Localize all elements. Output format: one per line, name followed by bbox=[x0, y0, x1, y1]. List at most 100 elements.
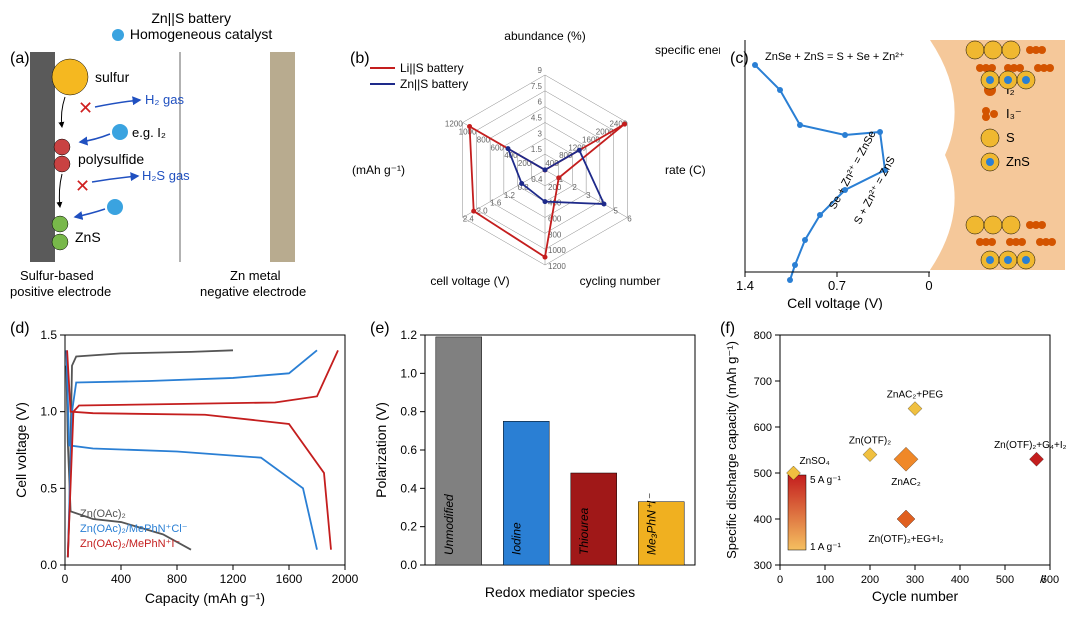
panel-c-label: (c) bbox=[730, 50, 749, 68]
svg-text:specific energy (Wh kg_s⁻¹): specific energy (Wh kg_s⁻¹) bbox=[655, 43, 720, 57]
h2s-text: H₂S gas bbox=[142, 168, 190, 183]
svg-text:2000: 2000 bbox=[332, 572, 359, 586]
pos-electrode-2: positive electrode bbox=[10, 284, 111, 299]
zns-text: ZnS bbox=[75, 229, 101, 245]
svg-text:400: 400 bbox=[111, 572, 131, 586]
svg-text:Polarization (V): Polarization (V) bbox=[373, 402, 389, 498]
i2-arrow bbox=[80, 134, 110, 142]
svg-text:400: 400 bbox=[951, 574, 969, 586]
svg-text:Cell voltage (V): Cell voltage (V) bbox=[13, 402, 29, 498]
svg-text:Thiourea: Thiourea bbox=[577, 507, 591, 555]
svg-text:S: S bbox=[1006, 130, 1015, 145]
svg-text:1200: 1200 bbox=[445, 120, 463, 129]
svg-text:3: 3 bbox=[586, 191, 591, 200]
svg-text:200: 200 bbox=[861, 574, 879, 586]
panel-c-diagram: I₂I₃⁻SZnSZnSe + ZnS = S + Se + Zn²⁺Se + … bbox=[730, 10, 1070, 310]
neg-electrode-1: Zn metal bbox=[230, 268, 281, 283]
svg-text:9: 9 bbox=[538, 66, 543, 75]
arrow-down-2 bbox=[59, 174, 62, 207]
svg-text:1200: 1200 bbox=[220, 572, 247, 586]
svg-text:0: 0 bbox=[777, 574, 783, 586]
zns-1 bbox=[52, 216, 68, 232]
svg-text:Iodine: Iodine bbox=[509, 522, 523, 555]
svg-text:0: 0 bbox=[925, 278, 932, 293]
catalyst-icon bbox=[110, 27, 126, 43]
svg-text:abundance (%): abundance (%) bbox=[504, 29, 585, 43]
svg-text:5 A g⁻¹: 5 A g⁻¹ bbox=[810, 475, 842, 486]
svg-text:0.0: 0.0 bbox=[40, 558, 57, 572]
svg-text:Capacity (mAh g⁻¹): Capacity (mAh g⁻¹) bbox=[145, 590, 265, 606]
panel-e: (e) 0.00.20.40.60.81.01.2Polarization (V… bbox=[370, 320, 710, 620]
svg-text:Redox mediator species: Redox mediator species bbox=[485, 584, 635, 600]
panel-b: (b) abundance (%) specific energy (Wh kg_… bbox=[350, 10, 720, 310]
svg-text:0.4: 0.4 bbox=[531, 175, 543, 184]
svg-text:Zn(OAc)₂/MePhN⁺I⁻: Zn(OAc)₂/MePhN⁺I⁻ bbox=[80, 538, 180, 550]
svg-text:7.5: 7.5 bbox=[531, 82, 543, 91]
polysulfide-text: polysulfide bbox=[78, 151, 144, 167]
svg-text:cell voltage (V): cell voltage (V) bbox=[430, 274, 509, 288]
svg-text:1.2: 1.2 bbox=[400, 328, 417, 342]
panel-b-label: (b) bbox=[350, 50, 370, 68]
svg-text:1.6: 1.6 bbox=[490, 199, 502, 208]
x-mark-1: ✕ bbox=[78, 98, 93, 118]
svg-text:Unmodified: Unmodified bbox=[442, 494, 456, 555]
svg-text:400: 400 bbox=[754, 514, 772, 526]
panel-f-label: (f) bbox=[720, 320, 735, 338]
pos-electrode-1: Sulfur-based bbox=[20, 268, 94, 283]
svg-text:500: 500 bbox=[754, 468, 772, 480]
h2s-arrow bbox=[92, 176, 138, 182]
svg-text:800: 800 bbox=[167, 572, 187, 586]
svg-text:0.0: 0.0 bbox=[400, 558, 417, 572]
svg-text:0.7: 0.7 bbox=[828, 278, 846, 293]
svg-text:1.2: 1.2 bbox=[504, 191, 516, 200]
panel-a: (a) Zn||S battery Homogeneous catalyst s… bbox=[10, 10, 340, 310]
svg-text:cycling number: cycling number bbox=[580, 274, 661, 288]
svg-text:4.5: 4.5 bbox=[531, 114, 543, 123]
svg-text:Zn(OTF)₂+EG+I₂: Zn(OTF)₂+EG+I₂ bbox=[869, 534, 944, 545]
positive-electrode bbox=[30, 52, 55, 262]
svg-text:Zn(OAc)₂/MePhN⁺Cl⁻: Zn(OAc)₂/MePhN⁺Cl⁻ bbox=[80, 523, 188, 535]
svg-text:300: 300 bbox=[754, 560, 772, 572]
svg-text:200: 200 bbox=[548, 183, 562, 192]
svg-text:Me₃PhN⁺I⁻: Me₃PhN⁺I⁻ bbox=[644, 493, 658, 555]
header-line2: Homogeneous catalyst bbox=[130, 26, 272, 42]
svg-text:700: 700 bbox=[754, 376, 772, 388]
svg-text:ZnS: ZnS bbox=[1006, 154, 1030, 169]
svg-text:1.5: 1.5 bbox=[531, 145, 543, 154]
svg-text:Zn(OTF)₂: Zn(OTF)₂ bbox=[849, 436, 891, 447]
svg-text:500: 500 bbox=[996, 574, 1014, 586]
i2-text: e.g. I₂ bbox=[132, 125, 166, 140]
svg-text:600: 600 bbox=[548, 215, 562, 224]
panel-c: (c) I₂I₃⁻SZnSZnSe + ZnS = S + Se + Zn²⁺S… bbox=[730, 10, 1070, 310]
panel-a-header: Zn||S battery Homogeneous catalyst bbox=[110, 10, 272, 43]
panel-a-schematic: sulfur ✕ H₂ gas e.g. I₂ polysulfide ✕ H₂… bbox=[10, 52, 340, 312]
sulfur-circle bbox=[52, 59, 88, 95]
cat2-arrow bbox=[75, 209, 105, 217]
svg-text:0.2: 0.2 bbox=[400, 520, 417, 534]
svg-text:rate (C): rate (C) bbox=[665, 163, 706, 177]
header-line1: Zn||S battery bbox=[151, 10, 231, 26]
svg-text:Li||S battery: Li||S battery bbox=[400, 61, 464, 75]
svg-text:discharge capacity (mAh g⁻¹): discharge capacity (mAh g⁻¹) bbox=[350, 163, 405, 177]
svg-text:6: 6 bbox=[538, 98, 543, 107]
svg-text:1000: 1000 bbox=[548, 246, 566, 255]
svg-text://: // bbox=[1040, 574, 1047, 586]
svg-text:Cell voltage (V): Cell voltage (V) bbox=[787, 295, 883, 310]
panel-f: (f) 010020030040050060030040050060070080… bbox=[720, 320, 1070, 620]
panel-d-label: (d) bbox=[10, 320, 30, 338]
svg-text:1.0: 1.0 bbox=[400, 366, 417, 380]
svg-text:0.5: 0.5 bbox=[40, 481, 57, 495]
svg-text:0.8: 0.8 bbox=[400, 405, 417, 419]
panel-d-chart: 04008001200160020000.00.51.01.5Capacity … bbox=[10, 320, 360, 620]
svg-text:5: 5 bbox=[614, 207, 619, 216]
svg-text:1.4: 1.4 bbox=[736, 278, 754, 293]
svg-text:300: 300 bbox=[906, 574, 924, 586]
catalyst-1 bbox=[112, 124, 128, 140]
svg-text:1.0: 1.0 bbox=[40, 405, 57, 419]
svg-text:600: 600 bbox=[754, 422, 772, 434]
svg-text:ZnSO₄: ZnSO₄ bbox=[800, 456, 830, 467]
zns-2 bbox=[52, 234, 68, 250]
panel-e-label: (e) bbox=[370, 320, 390, 338]
svg-text:I₃⁻: I₃⁻ bbox=[1006, 106, 1022, 121]
poly-2 bbox=[54, 156, 70, 172]
